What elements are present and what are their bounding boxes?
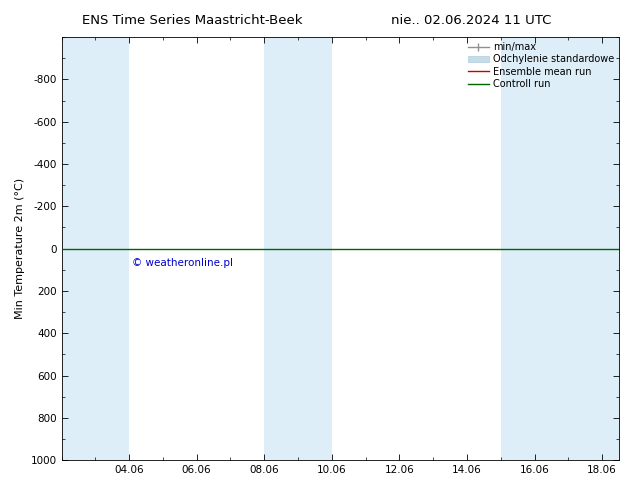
Bar	[534, 37, 619, 460]
Bar	[61, 37, 129, 460]
Text: ENS Time Series Maastricht-Beek: ENS Time Series Maastricht-Beek	[82, 14, 303, 27]
Text: nie.. 02.06.2024 11 UTC: nie.. 02.06.2024 11 UTC	[391, 14, 552, 27]
Bar	[501, 37, 534, 460]
Y-axis label: Min Temperature 2m (°C): Min Temperature 2m (°C)	[15, 178, 25, 319]
Text: © weatheronline.pl: © weatheronline.pl	[133, 258, 233, 268]
Legend: min/max, Odchylenie standardowe, Ensemble mean run, Controll run: min/max, Odchylenie standardowe, Ensembl…	[465, 39, 617, 92]
Bar	[264, 37, 332, 460]
